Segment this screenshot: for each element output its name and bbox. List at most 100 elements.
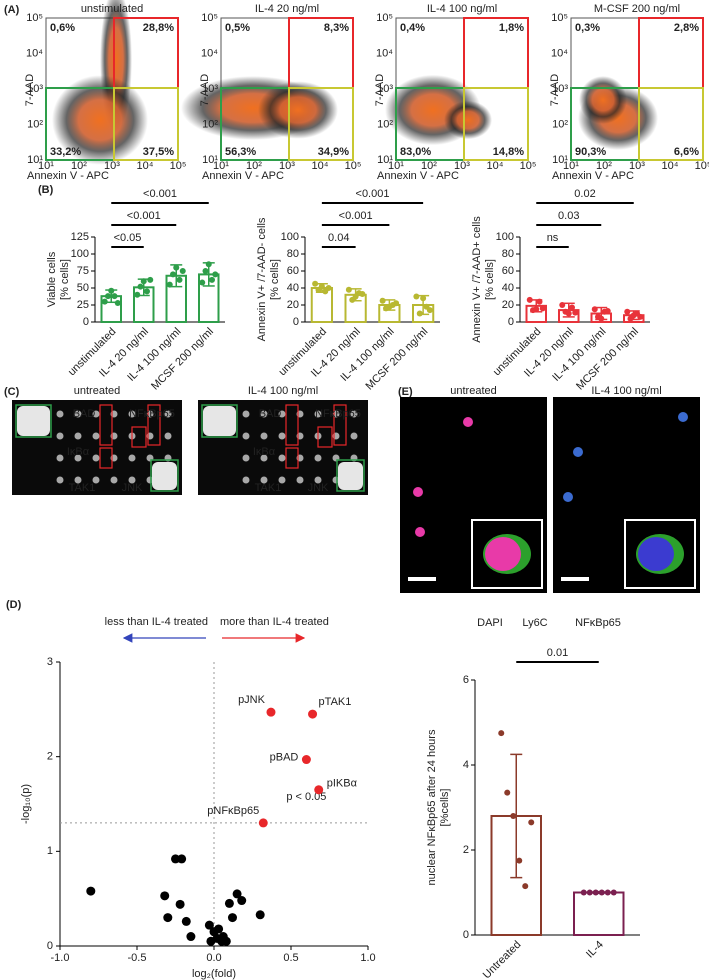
x-tick-label: 10¹ (213, 160, 229, 172)
data-point (134, 291, 141, 298)
blot-spot (260, 454, 268, 462)
blot-spot (110, 476, 118, 484)
panel-label: (B) (38, 184, 54, 196)
y-tick-label: 10⁴ (201, 47, 218, 59)
point (255, 910, 265, 920)
gate-br (288, 87, 354, 161)
comparison-label: 0.01 (547, 647, 568, 659)
data-point (420, 295, 427, 302)
density (258, 81, 338, 139)
blot-label: NFκBp65 (129, 408, 175, 420)
red-box (285, 447, 299, 469)
y-axis-label: [% cells] (484, 259, 496, 300)
cell (413, 487, 423, 497)
blot-spot (56, 476, 64, 484)
data-point (318, 283, 325, 290)
data-point (624, 308, 631, 315)
density (579, 76, 627, 124)
y-axis-label: [%cells] (439, 789, 451, 827)
point (181, 916, 191, 926)
quadrant-percent: 0,5% (225, 22, 250, 34)
blot-label: JNK (308, 482, 329, 494)
data-point (393, 300, 400, 307)
x-tick-label: 10¹ (563, 160, 579, 172)
blot-title: untreated (74, 385, 120, 397)
blot-spot (242, 476, 250, 484)
x-tick-label: 10³ (629, 160, 645, 172)
data-point (516, 857, 523, 864)
data-point (173, 264, 180, 271)
flow-y-label: 7-AAD (549, 74, 561, 106)
point (160, 891, 170, 901)
blot-label: NFκBp65 (315, 408, 361, 420)
quadrant-percent: 34,9% (318, 146, 349, 158)
y-tick-label: 40 (287, 282, 299, 294)
green-box (15, 404, 52, 438)
scale-bar (408, 577, 436, 581)
red-box (285, 404, 299, 446)
image-title: untreated (450, 385, 496, 397)
point (266, 707, 276, 717)
data-point (504, 789, 511, 796)
green-box (336, 459, 365, 492)
red-box (131, 426, 147, 448)
data-point (604, 307, 611, 314)
y-tick-label: 10³ (202, 83, 218, 95)
blot-label: IκBα (67, 446, 90, 458)
y-axis-label: Annexin V+ /7-AAD+ cells (471, 216, 483, 343)
blot-spot (242, 410, 250, 418)
panel-label: (C) (4, 386, 20, 398)
point (163, 913, 173, 923)
data-point (140, 278, 147, 285)
point (301, 755, 311, 765)
note-left: less than IL-4 treated (105, 616, 208, 628)
y-tick-label: 60 (502, 265, 514, 277)
quadrant-percent: 33,2% (50, 146, 81, 158)
y-tick-label: 10⁴ (26, 47, 43, 59)
green-box (150, 459, 179, 492)
data-point (559, 302, 566, 308)
y-tick-label: 0 (463, 929, 469, 941)
y-tick-label: 50 (77, 282, 89, 294)
y-tick-label: 10¹ (202, 154, 218, 166)
data-point (199, 279, 206, 286)
data-point (170, 271, 176, 278)
point (232, 889, 242, 899)
cell (415, 527, 425, 537)
data-point (598, 315, 605, 322)
blot-ref (338, 462, 363, 490)
blot-spot (296, 476, 304, 484)
blot-spot (278, 476, 286, 484)
blot-spot (278, 432, 286, 440)
blot-spot (74, 410, 82, 418)
y-tick-label: 25 (77, 299, 89, 311)
data-point (426, 307, 433, 314)
x-tick-label: 10³ (104, 160, 120, 172)
data-point (111, 293, 118, 300)
green-box (201, 404, 238, 438)
data-point (592, 889, 599, 896)
quadrant-percent: 0,6% (50, 22, 75, 34)
y-tick-label: 100 (281, 231, 299, 243)
blot-spot (74, 454, 82, 462)
comparison-label: <0.001 (356, 188, 390, 200)
legend-text: DAPI (477, 617, 503, 629)
data-point (533, 306, 540, 313)
y-tick-label: 125 (71, 231, 89, 243)
blot-spot (242, 454, 250, 462)
blot-ref (152, 462, 177, 490)
data-point (108, 287, 115, 294)
flow-x-label: Annexin V - APC (202, 170, 284, 182)
quadrant-percent: 6,6% (674, 146, 699, 158)
x-tick-label: 10² (246, 160, 262, 172)
bar (310, 287, 333, 323)
y-tick-label: 10³ (377, 83, 393, 95)
blot-spot (350, 410, 358, 418)
comparison-label: 0.03 (558, 210, 579, 222)
point-label: pJNK (238, 694, 266, 706)
y-tick-label: 40 (502, 282, 514, 294)
point-label: pBAD (270, 751, 299, 763)
y-tick-label: 0 (47, 940, 53, 952)
flow-y-label: 7-AAD (199, 74, 211, 106)
